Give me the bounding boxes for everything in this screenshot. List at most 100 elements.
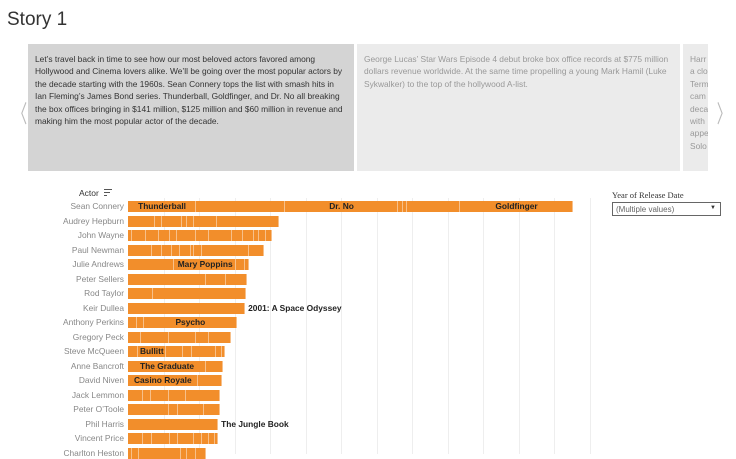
bar-segment[interactable] xyxy=(128,288,153,299)
bar-segment[interactable] xyxy=(186,389,221,401)
bar-segment[interactable] xyxy=(245,259,250,270)
bar-segment[interactable] xyxy=(154,215,163,227)
bar-segment[interactable] xyxy=(162,244,173,256)
bar-segment[interactable] xyxy=(128,447,132,459)
bar-segment[interactable] xyxy=(128,244,153,256)
bar-segment[interactable] xyxy=(181,215,187,227)
story-point-1[interactable]: Let’s travel back in time to see how our… xyxy=(28,44,354,171)
bar-segment[interactable] xyxy=(169,230,177,241)
bar-segment[interactable] xyxy=(142,433,152,444)
bar-segment[interactable] xyxy=(168,404,178,415)
bar-segment[interactable] xyxy=(203,404,220,415)
bar-segment[interactable] xyxy=(195,447,206,459)
story-point-2[interactable]: George Lucas’ Star Wars Episode 4 debut … xyxy=(357,44,680,171)
bar-segment[interactable] xyxy=(285,201,399,212)
bar-segment[interactable] xyxy=(206,273,226,285)
bar-segment[interactable] xyxy=(128,259,175,270)
bar-segment[interactable] xyxy=(137,346,166,357)
bar-segment[interactable] xyxy=(128,273,207,285)
bar-segment[interactable] xyxy=(186,447,196,459)
bar-segment[interactable] xyxy=(407,201,460,212)
bar-segment[interactable] xyxy=(191,346,217,357)
year-filter-dropdown[interactable]: (Multiple values) ▼ xyxy=(612,202,721,216)
bar-segment[interactable] xyxy=(196,331,210,343)
bar-segment[interactable] xyxy=(206,360,224,372)
bar-segment[interactable] xyxy=(403,201,408,212)
bar-segment[interactable] xyxy=(459,201,573,212)
bar-segment[interactable] xyxy=(202,433,210,444)
sort-icon[interactable] xyxy=(104,189,112,197)
bar-segment[interactable] xyxy=(128,389,143,401)
bar-segment[interactable] xyxy=(217,215,280,227)
bar-segment[interactable] xyxy=(176,230,197,241)
story-point-3[interactable]: Harr a clo Term cam deca with appe Solo xyxy=(683,44,708,171)
bar-segment[interactable] xyxy=(152,244,163,256)
bar-segment[interactable] xyxy=(128,331,142,343)
bar-segment[interactable] xyxy=(128,215,155,227)
bar-segment[interactable] xyxy=(169,433,179,444)
bar-segment[interactable] xyxy=(209,433,216,444)
bar-segment[interactable] xyxy=(128,317,137,328)
bar-segment[interactable] xyxy=(165,346,184,357)
chevron-left-icon[interactable]: 〈 xyxy=(12,101,28,128)
bar-segment[interactable] xyxy=(225,273,247,285)
bar-segment[interactable] xyxy=(209,230,233,241)
bar-segment[interactable] xyxy=(128,360,207,372)
bar-segment[interactable] xyxy=(131,447,139,459)
bar-segment[interactable] xyxy=(209,331,232,343)
bar-segment[interactable] xyxy=(180,244,192,256)
bar-segment[interactable] xyxy=(180,447,187,459)
bar-segment[interactable] xyxy=(259,230,267,241)
bar-segment[interactable] xyxy=(194,215,218,227)
bar-segment[interactable] xyxy=(254,230,260,241)
bar-segment[interactable] xyxy=(136,317,144,328)
bar-segment[interactable] xyxy=(174,259,237,270)
actor-label: Gregory Peck xyxy=(72,331,124,342)
bar-segment[interactable] xyxy=(186,215,195,227)
bar-segment[interactable] xyxy=(215,433,219,444)
bar-segment[interactable] xyxy=(151,389,170,401)
bar-segment[interactable] xyxy=(243,230,255,241)
bar-segment[interactable] xyxy=(141,331,170,343)
bar-segment[interactable] xyxy=(128,201,197,212)
bar-segment[interactable] xyxy=(172,244,181,256)
bar-segment[interactable] xyxy=(183,346,192,357)
bar-segment[interactable] xyxy=(142,389,152,401)
bar-segment[interactable] xyxy=(191,244,195,256)
bar-segment[interactable] xyxy=(152,288,246,299)
bar-segment[interactable] xyxy=(151,433,170,444)
bar-segment[interactable] xyxy=(145,230,159,241)
bar-segment[interactable] xyxy=(197,375,223,386)
chevron-right-icon[interactable]: 〉 xyxy=(716,101,732,128)
actor-label: Anne Bancroft xyxy=(70,360,124,371)
bar-segment[interactable] xyxy=(128,302,246,314)
bar-segment[interactable] xyxy=(128,404,169,415)
bar-segment[interactable] xyxy=(249,244,264,256)
bar-segment[interactable] xyxy=(266,230,273,241)
bar-segment[interactable] xyxy=(158,230,170,241)
bar-segment[interactable] xyxy=(128,230,132,241)
bar-segment[interactable] xyxy=(232,230,244,241)
bar-segment[interactable] xyxy=(236,259,246,270)
bar-segment[interactable] xyxy=(178,433,195,444)
bar-segment[interactable] xyxy=(128,433,143,444)
bar-segment[interactable] xyxy=(222,346,225,357)
bar-segment[interactable] xyxy=(162,215,182,227)
bar-segment[interactable] xyxy=(169,331,197,343)
bar-segment[interactable] xyxy=(139,447,181,459)
bar-segment[interactable] xyxy=(398,201,404,212)
bar-segment[interactable] xyxy=(177,404,204,415)
bar-segment[interactable] xyxy=(128,418,219,430)
bar-segment[interactable] xyxy=(194,433,203,444)
bar-segment[interactable] xyxy=(128,346,138,357)
bar-segment[interactable] xyxy=(196,230,210,241)
bar-segment[interactable] xyxy=(216,346,223,357)
bar-segment[interactable] xyxy=(202,244,250,256)
bar-segment[interactable] xyxy=(143,317,237,328)
bar-segment[interactable] xyxy=(194,244,203,256)
bar-segment[interactable] xyxy=(196,201,286,212)
bar-segment[interactable] xyxy=(169,389,187,401)
bar-segment[interactable] xyxy=(131,230,146,241)
bar-segment[interactable] xyxy=(128,375,198,386)
actor-label: Keir Dullea xyxy=(83,302,124,313)
